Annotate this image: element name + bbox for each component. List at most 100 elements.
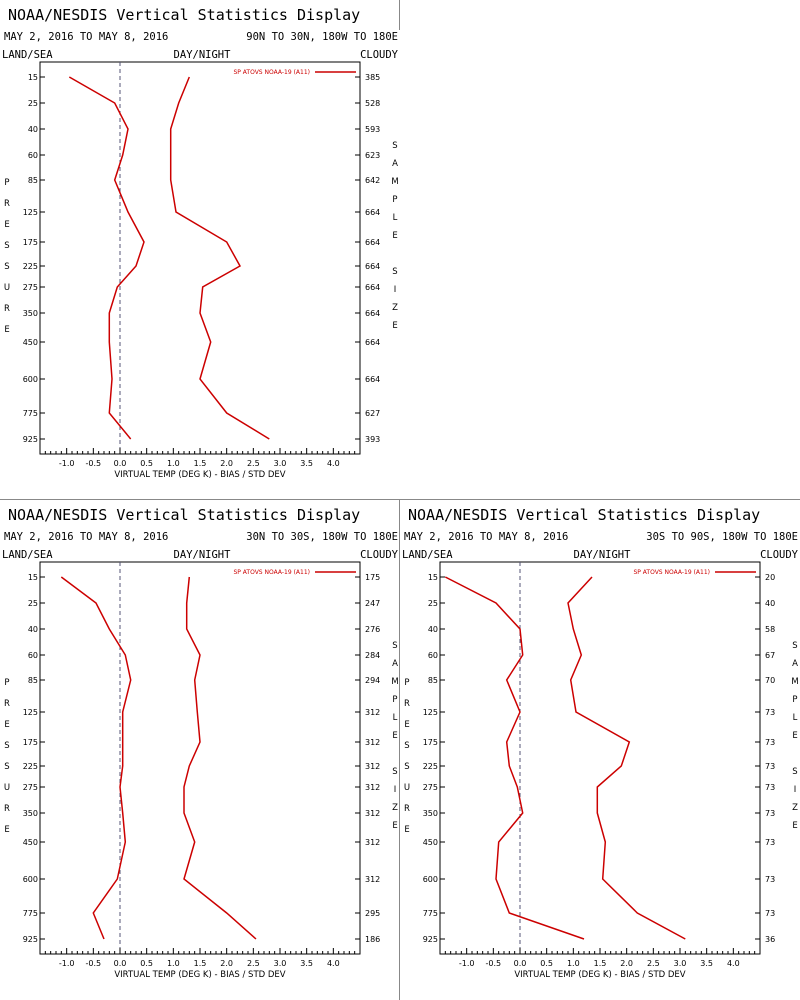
y2-axis-label-letter: P (392, 195, 397, 205)
legend-label: SP ATOVS NOAA-19 (A11) (233, 69, 310, 76)
pressure-level-label: 600 (23, 875, 38, 884)
pressure-level-label: 15 (28, 73, 38, 82)
x-tick-label: -0.5 (486, 959, 502, 968)
x-tick-label: 2.5 (647, 959, 660, 968)
y-axis-label-letter: R (4, 199, 10, 209)
y2-axis-label-letter: Z (792, 803, 798, 813)
series-line-bias (60, 576, 132, 940)
y-axis-label-letter: R (404, 699, 410, 709)
label-land-sea: LAND/SEA (2, 49, 53, 61)
sample-size-label: 186 (365, 935, 380, 944)
pressure-level-label: 600 (23, 375, 38, 384)
sample-size-label: 393 (365, 435, 380, 444)
sample-size-label: 312 (365, 875, 380, 884)
x-tick-label: 3.0 (674, 959, 687, 968)
sample-size-label: 312 (365, 738, 380, 747)
y2-axis-label-letter: S (392, 141, 397, 151)
pressure-level-label: 225 (23, 262, 38, 271)
y2-axis-label-letter: S (392, 641, 397, 651)
pressure-level-label: 60 (428, 651, 438, 660)
pressure-level-label: 350 (423, 809, 438, 818)
sample-size-label: 284 (365, 651, 380, 660)
sample-size-label: 70 (765, 676, 775, 685)
y2-axis-label-letter: E (392, 231, 397, 241)
y2-axis-label-letter: L (393, 213, 398, 223)
y-axis-label-letter: S (4, 262, 9, 272)
sample-size-label: 664 (365, 375, 380, 384)
pressure-level-label: 600 (423, 875, 438, 884)
y-axis-label-letter: R (4, 699, 10, 709)
pressure-level-label: 175 (423, 738, 438, 747)
y-axis-label-letter: E (4, 325, 9, 335)
label-land-sea: LAND/SEA (2, 549, 53, 561)
pressure-level-label: 175 (23, 738, 38, 747)
label-land-sea: LAND/SEA (402, 549, 453, 561)
y2-axis-label-letter: A (392, 159, 398, 169)
y2-axis-label-letter: I (394, 285, 397, 295)
pressure-level-label: 40 (428, 625, 438, 634)
series-line-bias (68, 76, 145, 440)
y2-axis-label-letter: S (392, 267, 397, 277)
chart-region: 30N TO 30S, 180W TO 180E (246, 531, 398, 543)
series-line-std-dev (183, 576, 257, 940)
y-axis-label-letter: E (4, 720, 9, 730)
sample-size-label: 58 (765, 625, 775, 634)
sample-size-label: 276 (365, 625, 380, 634)
pressure-level-label: 775 (23, 909, 38, 918)
y2-axis-label-letter: M (391, 677, 398, 687)
x-tick-label: 4.0 (327, 459, 340, 468)
sample-size-label: 73 (765, 909, 775, 918)
y2-axis-label-letter: Z (392, 303, 398, 313)
y2-axis-label-letter: P (392, 695, 397, 705)
x-axis-label: VIRTUAL TEMP (DEG K) - BIAS / STD DEV (514, 970, 685, 980)
chart-date-range: MAY 2, 2016 TO MAY 8, 2016 (404, 531, 568, 543)
x-tick-label: -1.0 (459, 959, 475, 968)
pressure-level-label: 60 (28, 651, 38, 660)
pressure-level-label: 85 (28, 176, 38, 185)
y-axis-label-letter: U (404, 783, 410, 793)
y-axis-label-letter: R (4, 804, 10, 814)
pressure-level-label: 125 (423, 708, 438, 717)
sample-size-label: 312 (365, 838, 380, 847)
pressure-level-label: 125 (23, 708, 38, 717)
pressure-level-label: 40 (28, 125, 38, 134)
x-axis-label: VIRTUAL TEMP (DEG K) - BIAS / STD DEV (114, 470, 285, 480)
pressure-level-label: 275 (423, 783, 438, 792)
plot-frame (39, 561, 361, 955)
label-cloudy: CLOUDY (360, 549, 399, 561)
plot-frame (39, 61, 361, 455)
x-tick-label: 2.0 (220, 959, 233, 968)
y-axis-label-letter: P (4, 678, 9, 688)
x-tick-label: 1.0 (167, 459, 180, 468)
y2-axis-label-letter: E (792, 821, 797, 831)
chart-svg-1: NOAA/NESDIS Vertical Statistics Display M… (2, 506, 399, 980)
pressure-level-label: 350 (23, 309, 38, 318)
y-axis-label-letter: P (4, 178, 9, 188)
y2-axis-label-letter: I (394, 785, 397, 795)
pressure-level-label: 925 (423, 935, 438, 944)
y-axis-label-letter: R (404, 804, 410, 814)
x-tick-label: 0.0 (514, 959, 527, 968)
x-tick-label: 2.5 (247, 959, 260, 968)
sample-size-label: 67 (765, 651, 775, 660)
chart-panel-2: NOAA/NESDIS Vertical Statistics Display M… (400, 500, 800, 1000)
y2-axis-label-letter: E (392, 731, 397, 741)
label-cloudy: CLOUDY (760, 549, 799, 561)
y-axis-label-letter: E (4, 825, 9, 835)
x-tick-label: 0.5 (540, 959, 553, 968)
x-tick-label: -0.5 (86, 459, 102, 468)
x-tick-label: 1.0 (167, 959, 180, 968)
series-line-bias (444, 576, 585, 940)
y2-axis-label-letter: Z (392, 803, 398, 813)
sample-size-label: 627 (365, 409, 380, 418)
y2-axis-label-letter: A (792, 659, 798, 669)
pressure-level-label: 450 (423, 838, 438, 847)
pressure-level-label: 225 (423, 762, 438, 771)
sample-size-label: 664 (365, 262, 380, 271)
sample-size-label: 73 (765, 708, 775, 717)
x-tick-label: 0.5 (140, 959, 153, 968)
x-tick-label: 3.5 (300, 459, 313, 468)
x-tick-label: 1.5 (594, 959, 607, 968)
x-tick-label: 4.0 (727, 959, 740, 968)
sample-size-label: 73 (765, 762, 775, 771)
